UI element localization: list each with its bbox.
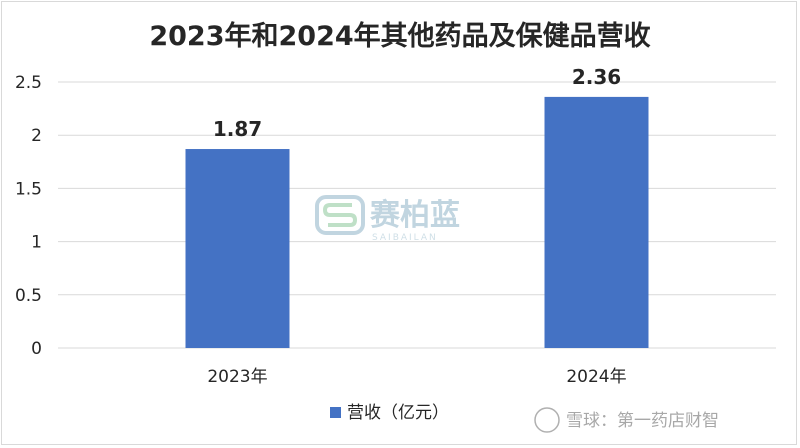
y-tick-label: 2 — [31, 126, 42, 146]
data-label-1: 2.36 — [572, 65, 621, 89]
source-watermark: 雪球：第一药店财智 — [534, 407, 719, 433]
logo-subtext: SAIBAILAN — [372, 233, 438, 243]
chart-title: 2023年和2024年其他药品及保健品营收 — [149, 20, 650, 52]
y-axis-ticks: 0 0.5 1 1.5 2 2.5 — [15, 73, 42, 359]
x-category-label-0: 2023年 — [207, 367, 267, 387]
y-tick-label: 0.5 — [15, 286, 42, 306]
legend: 营收（亿元） — [330, 403, 449, 423]
bar-0 — [185, 149, 290, 348]
y-tick-label: 2.5 — [15, 73, 42, 93]
gridlines — [58, 81, 776, 349]
bar-1 — [544, 96, 649, 349]
data-labels: 1.87 2.36 — [213, 65, 621, 141]
y-tick-label: 1 — [31, 233, 42, 253]
data-label-0: 1.87 — [213, 117, 262, 141]
y-tick-label: 0 — [31, 339, 42, 359]
x-axis-labels: 2023年 2024年 — [207, 367, 626, 387]
x-category-label-1: 2024年 — [566, 367, 626, 387]
y-tick-label: 1.5 — [15, 179, 42, 199]
legend-swatch — [330, 407, 341, 418]
legend-label: 营收（亿元） — [347, 403, 449, 423]
source-text: 雪球：第一药店财智 — [566, 411, 719, 431]
snowball-icon — [534, 407, 560, 433]
bars — [185, 96, 649, 349]
saibailan-logo: 赛柏蓝 SAIBAILAN — [315, 195, 460, 243]
logo-text: 赛柏蓝 — [370, 198, 460, 233]
